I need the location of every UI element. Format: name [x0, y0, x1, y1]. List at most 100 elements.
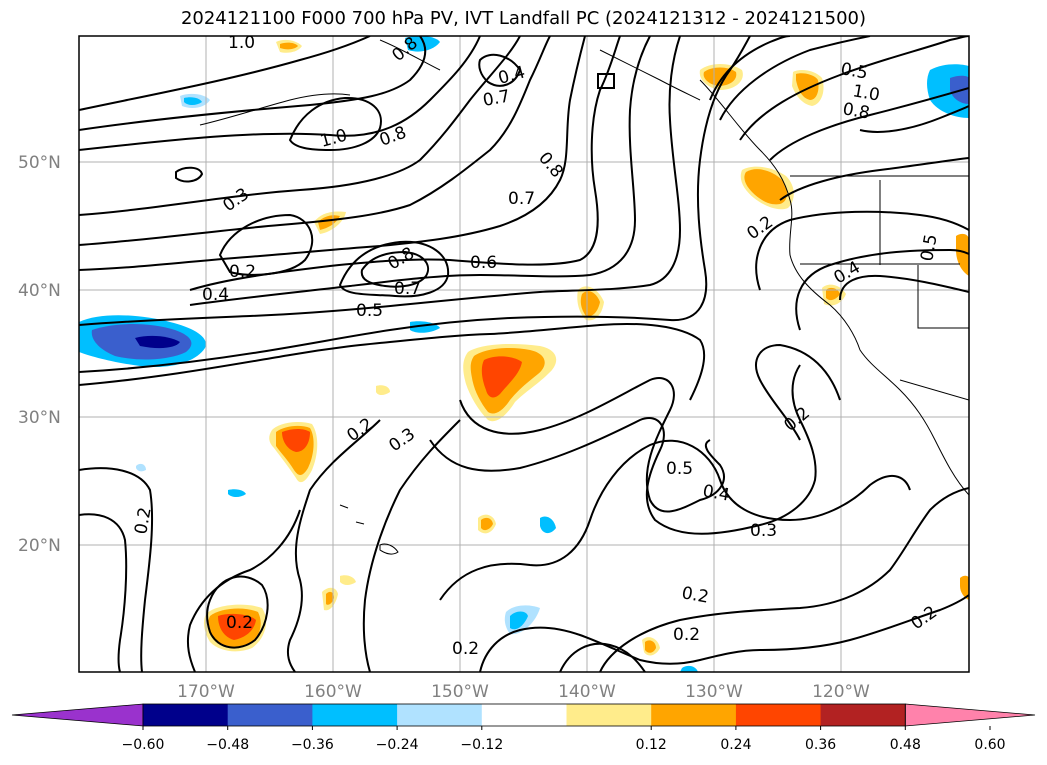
- longitude-label: 120°W: [812, 682, 870, 702]
- colorbar-tick-label: −0.12: [460, 737, 503, 753]
- negative-anomaly-blob: [135, 335, 180, 349]
- colorbar-tick-label: 0.24: [720, 737, 751, 753]
- negative-anomaly-blob: [136, 463, 146, 472]
- coastline: [699, 79, 969, 496]
- contour-label: 0.4: [831, 257, 864, 288]
- contour-label: 0.2: [229, 262, 256, 282]
- negative-anomaly-blob: [680, 665, 698, 672]
- positive-anomaly-blob: [960, 575, 969, 600]
- contour-label: 0.3: [750, 521, 777, 541]
- negative-anomaly-blob: [540, 516, 556, 534]
- gridlines: [79, 36, 969, 672]
- contour-label: 0.5: [839, 59, 869, 83]
- state-border: [917, 265, 969, 329]
- contour-label: 0.7: [394, 279, 421, 299]
- pv-contour: [795, 248, 969, 331]
- positive-anomaly-blob: [326, 591, 334, 605]
- positive-anomaly-blob: [282, 429, 310, 452]
- pv-contour: [206, 575, 269, 649]
- latitude-label: 50°N: [18, 153, 61, 173]
- pv-contour: [79, 36, 751, 373]
- contour-label: 0.8: [377, 123, 409, 151]
- map-frame: [78, 35, 970, 673]
- positive-anomaly-blob: [481, 356, 522, 398]
- pv-contour: [769, 87, 969, 161]
- pv-contour: [79, 322, 706, 401]
- pv-contour: [189, 36, 621, 291]
- pv-contour: [338, 240, 450, 298]
- contour-label: 0.2: [907, 602, 941, 634]
- pv-contour: [79, 36, 682, 326]
- contour-label: 0.8: [385, 243, 418, 274]
- contour-label: 0.4: [496, 63, 527, 89]
- negative-anomaly-blob: [184, 97, 202, 105]
- pv-contour: [79, 513, 128, 672]
- positive-anomaly-blob: [796, 73, 819, 100]
- pv-contour: [559, 642, 646, 672]
- contour-label: 1.0: [851, 81, 881, 105]
- positive-anomaly-blob: [340, 575, 356, 585]
- pv-contour: [719, 36, 871, 121]
- negative-anomaly-blob: [228, 489, 246, 497]
- contour-label: 0.2: [452, 639, 479, 659]
- contour-label: 0.5: [917, 233, 941, 263]
- positive-anomaly-blob: [218, 613, 256, 640]
- pv-contour: [779, 157, 969, 201]
- pv-contour: [189, 36, 651, 306]
- negative-anomaly-blob: [510, 611, 528, 630]
- pv-contour: [859, 105, 969, 133]
- positive-anomaly-blob: [744, 169, 788, 205]
- longitude-label: 160°W: [304, 682, 362, 702]
- colorbar-tick-label: −0.24: [376, 737, 419, 753]
- contour-label: 1.0: [228, 33, 255, 53]
- colorbar-tick-label: −0.48: [206, 737, 249, 753]
- latitude-label: 40°N: [18, 281, 61, 301]
- pv-contour: [459, 377, 725, 513]
- colorbar-tick-label: 0.36: [805, 737, 836, 753]
- pv-contour: [599, 487, 969, 672]
- map-title: 2024121100 F000 700 hPa PV, IVT Landfall…: [180, 8, 867, 29]
- pv-contour: [755, 210, 969, 291]
- colorbar-segment: [820, 704, 906, 726]
- pv-contour: [79, 36, 586, 271]
- pv-contour: [79, 36, 521, 216]
- latitude-labels: 50°N 40°N 30°N 20°N: [18, 153, 61, 556]
- pv-contour: [739, 36, 969, 141]
- pv-contour: [429, 364, 817, 535]
- pv-contour: [288, 96, 382, 152]
- contour-label: 0.2: [343, 414, 377, 446]
- colorbar-segment: [735, 704, 822, 726]
- contour-label: 0.6: [470, 253, 497, 273]
- contour-label: 0.2: [780, 403, 814, 436]
- pv-contour: [286, 419, 381, 672]
- longitude-label: 140°W: [558, 682, 616, 702]
- island: [355, 521, 365, 525]
- colorbar-segment: [227, 704, 313, 726]
- pv-contour: [597, 73, 615, 89]
- coastline: [379, 39, 441, 71]
- colorbar-segment: [481, 704, 567, 726]
- positive-anomaly-blob: [645, 640, 656, 653]
- longitude-label: 130°W: [685, 682, 743, 702]
- colorbar-tick-label: 0.48: [890, 737, 921, 753]
- pv-contour: [478, 53, 522, 87]
- contour-label: 0.5: [356, 301, 383, 321]
- contour-label: 0.3: [385, 424, 419, 456]
- pv-contour: [79, 36, 481, 151]
- contour-label: 0.2: [131, 506, 155, 536]
- contour-label: 0.2: [680, 583, 710, 607]
- pv-contour: [439, 439, 911, 601]
- colorbar-segment: [312, 704, 398, 726]
- latitude-label: 20°N: [18, 536, 61, 556]
- longitude-label: 170°W: [177, 682, 235, 702]
- contour-label: 0.2: [743, 212, 777, 244]
- contour-label: 0.4: [701, 481, 731, 505]
- pv-contour: [79, 36, 371, 111]
- pv-contour: [79, 467, 154, 672]
- pv-contour: [479, 594, 969, 672]
- contour-label: 0.7: [508, 189, 535, 209]
- positive-anomaly-blob: [280, 42, 298, 50]
- positive-anomaly-blob: [826, 287, 840, 301]
- contour-label: 0.4: [202, 285, 229, 305]
